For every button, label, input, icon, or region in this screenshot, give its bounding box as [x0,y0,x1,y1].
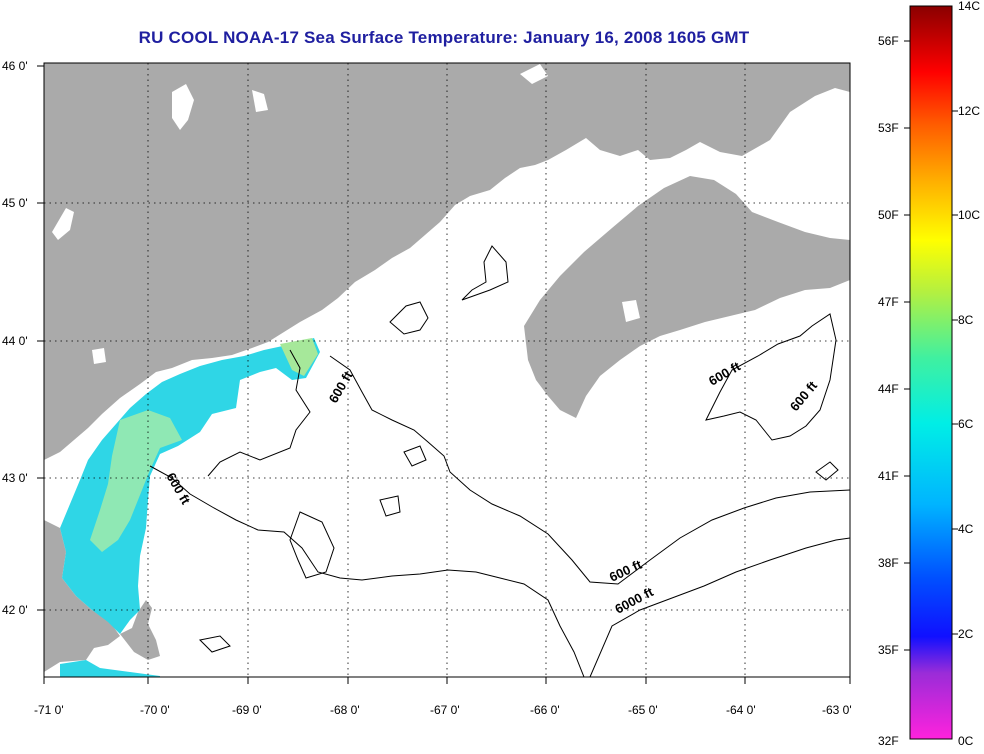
lat-label: 44 0' [2,334,28,348]
map-title-text: RU COOL NOAA-17 Sea Surface Temperature:… [138,28,750,47]
lon-label: -65 0' [628,703,658,717]
colorbar-f-label: 41F [878,469,899,483]
sst-swath-warm-patch [90,410,182,552]
bay-of-fundy-strip [520,252,560,284]
colorbar-f-label: 53F [878,121,899,135]
color-bar: 56F 53F 50F 47F 44F 41F 38F 35F 32F 14C … [878,0,980,748]
colorbar-f-label: 32F [878,734,899,748]
lake [252,90,268,112]
lat-label: 42 0' [2,603,28,617]
colorbar-c-label: 8C [958,313,974,327]
bathymetry-contours [149,245,850,677]
lon-label: -67 0' [430,703,460,717]
colorbar-c-label: 6C [958,417,974,431]
lat-label: 45 0' [2,196,28,210]
lon-label: -64 0' [726,703,756,717]
sst-swath-cold-water [60,338,320,634]
lon-label: -69 0' [232,703,262,717]
color-bar-scale [909,5,953,740]
color-bar-ticks [904,40,958,651]
lake [520,64,548,84]
colorbar-c-label: 4C [958,522,974,536]
colorbar-f-label: 38F [878,556,899,570]
land-nova-scotia [524,176,850,418]
lon-label: -63 0' [822,703,852,717]
colorbar-f-label: 47F [878,295,899,309]
lat-label: 43 0' [2,471,28,485]
lon-label: -66 0' [530,703,560,717]
lake [622,300,640,322]
map-title: RU COOL NOAA-17 Sea Surface Temperature:… [0,28,984,48]
colorbar-f-label: 50F [878,208,899,222]
colorbar-c-label: 2C [958,627,974,641]
lon-label: -71 0' [34,703,64,717]
colorbar-c-label: 0C [958,734,974,748]
lake [52,208,74,240]
colorbar-f-label: 35F [878,643,899,657]
colorbar-c-label: 12C [958,104,980,118]
sst-swath-green-patch [280,338,318,376]
colorbar-f-label: 56F [878,34,899,48]
graticule [44,63,850,677]
land-mainland-north [44,63,850,460]
land-cape-cod [120,600,160,660]
lat-label: 46 0' [2,59,28,73]
sst-swath-south [60,660,160,677]
lon-label: -68 0' [330,703,360,717]
colorbar-c-label: 10C [958,208,980,222]
lake [92,348,106,364]
lake [172,84,194,130]
lon-label: -70 0' [140,703,170,717]
frame-ticks [37,65,851,684]
colorbar-c-label: 14C [958,0,980,13]
land-massachusetts [44,520,120,672]
colorbar-f-label: 44F [878,382,899,396]
